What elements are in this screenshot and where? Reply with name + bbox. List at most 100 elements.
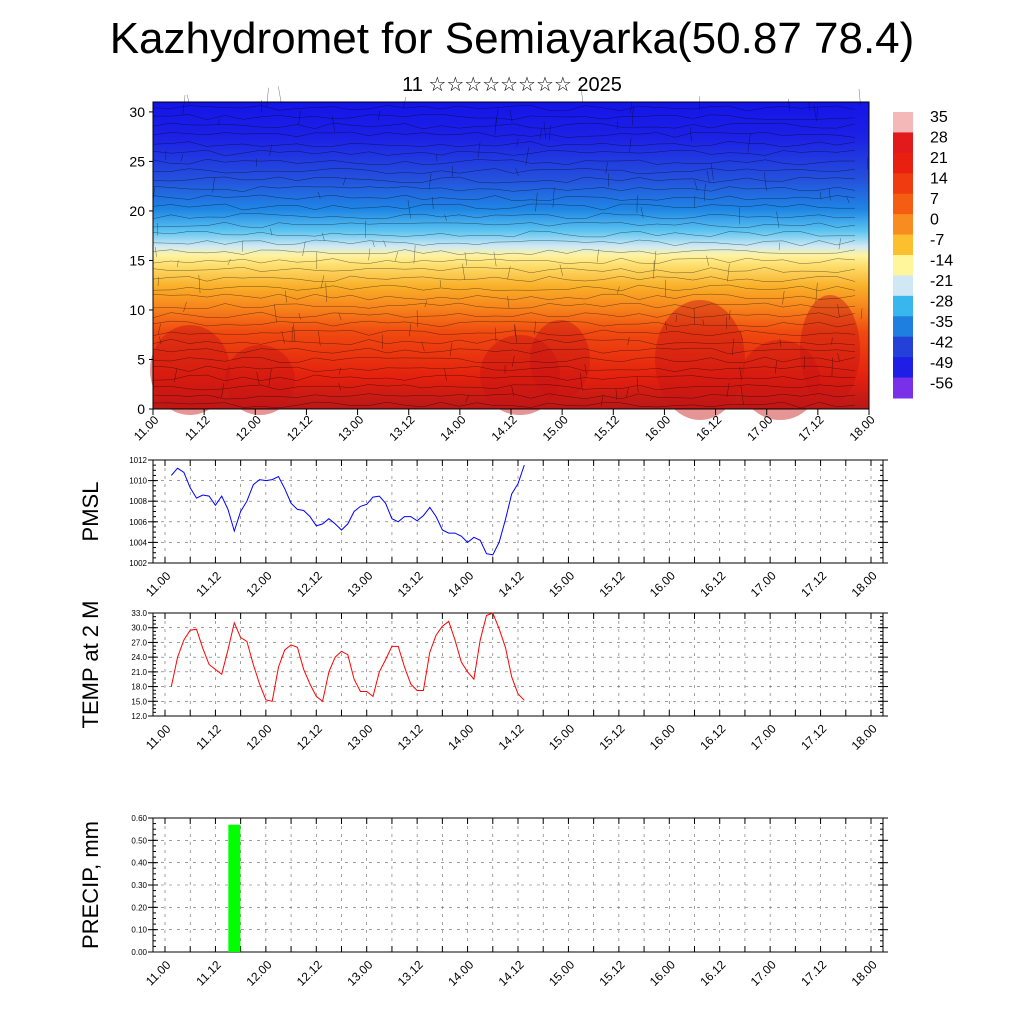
x-tick-label: 11.00 [143, 958, 174, 989]
colorbar-label: -14 [930, 253, 953, 270]
x-tick-label: 11.12 [193, 958, 224, 989]
x-tick-label: 13.00 [335, 412, 366, 443]
colorbar-label: -28 [930, 294, 953, 311]
x-tick-label: 14.00 [445, 957, 476, 988]
panel-frame [152, 612, 884, 717]
series-line [170, 612, 525, 703]
y-tick-label: 0.60 [131, 814, 147, 823]
x-tick-label: 18.00 [849, 568, 880, 599]
x-tick-label: 11.12 [193, 722, 224, 753]
x-tick-label: 15.12 [591, 412, 622, 443]
x-tick-label: 12.00 [243, 721, 274, 752]
x-tick-label: 17.12 [795, 412, 826, 443]
x-tick-label: 15.12 [596, 568, 627, 599]
x-tick-label: 14.00 [445, 568, 476, 599]
x-tick-label: 13.12 [386, 412, 417, 443]
series-line [170, 464, 525, 556]
y-tick-label: 30 [129, 104, 145, 120]
warm-core [480, 335, 560, 415]
y-tick-label: 12.0 [131, 712, 147, 721]
grid [153, 817, 883, 953]
x-tick-label: 12.00 [233, 412, 264, 443]
y-tick-label: 15.0 [131, 697, 147, 706]
panel-frame [152, 459, 884, 564]
y-tick-label: 27.0 [131, 638, 147, 647]
y-axis-label: PMSL [78, 482, 103, 542]
colorbar-swatch [893, 193, 913, 215]
x-tick-label: 17.12 [798, 721, 829, 752]
x-tick-label: 13.12 [395, 957, 426, 988]
x-tick-label: 14.00 [437, 412, 468, 443]
x-tick-label: 16.00 [647, 568, 678, 599]
x-tick-label: 12.00 [243, 957, 274, 988]
colorbar-swatch [893, 234, 913, 256]
colorbar-swatch [893, 173, 913, 195]
colorbar-swatch [893, 275, 913, 297]
x-tick-label: 14.00 [445, 721, 476, 752]
x-tick-label: 15.00 [546, 568, 577, 599]
cross-section-field [153, 102, 869, 409]
x-tick-label: 16.12 [697, 721, 728, 752]
x-tick-label: 12.12 [294, 957, 325, 988]
colorbar-label: 21 [930, 150, 948, 167]
warm-core [225, 345, 295, 415]
x-tick-label: 14.12 [496, 568, 527, 599]
y-tick-label: 0.10 [131, 926, 147, 935]
y-tick-label: 1008 [129, 497, 147, 506]
y-tick-label: 0.30 [131, 881, 147, 890]
colorbar-swatch [893, 112, 913, 133]
colorbar-label: -49 [930, 355, 953, 372]
x-tick-label: 14.12 [489, 412, 520, 443]
x-tick-label: 12.12 [294, 721, 325, 752]
x-tick-label: 13.12 [395, 721, 426, 752]
y-tick-label: 20 [129, 203, 145, 219]
x-tick-label: 13.00 [344, 721, 375, 752]
y-axis-label: PRECIP, mm [78, 821, 103, 949]
y-tick-label: 33.0 [131, 609, 147, 618]
x-tick-label: 17.12 [798, 568, 829, 599]
warm-core [655, 300, 745, 420]
y-tick-label: 0.50 [131, 836, 147, 845]
colorbar-label: 7 [930, 191, 939, 208]
x-tick-label: 18.00 [847, 412, 878, 443]
x-tick-label: 17.00 [748, 721, 779, 752]
x-tick-label: 15.00 [546, 721, 577, 752]
colorbar-label: 14 [930, 171, 948, 188]
x-tick-label: 18.00 [849, 721, 880, 752]
x-tick-label: 13.00 [344, 957, 375, 988]
colorbar-swatch [893, 295, 913, 317]
x-tick-label: 17.00 [748, 568, 779, 599]
x-tick-label: 12.12 [294, 568, 325, 599]
x-tick-label: 13.00 [344, 568, 375, 599]
y-tick-label: 25 [129, 153, 145, 169]
x-tick-label: 18.00 [849, 957, 880, 988]
x-tick-label: 11.00 [131, 413, 162, 444]
colorbar-swatch [893, 214, 913, 236]
colorbar-swatch [893, 316, 913, 338]
y-tick-label: 1010 [129, 477, 147, 486]
colorbar-label: -56 [930, 376, 953, 393]
colorbar-label: 35 [930, 109, 948, 126]
colorbar-swatch [893, 132, 913, 154]
x-tick-label: 11.00 [143, 569, 174, 600]
x-tick-label: 16.12 [697, 957, 728, 988]
colorbar-swatch [893, 152, 913, 174]
pmsl-panel: 1002 1004 1006 1008 1010 1012 11.00 11.12 12.00 1… [78, 456, 888, 600]
y-tick-label: 1012 [129, 456, 147, 465]
x-tick-label: 16.00 [647, 721, 678, 752]
y-tick-label: 24.0 [131, 653, 147, 662]
wind-streamlines [152, 85, 869, 409]
colorbar-label: -21 [930, 273, 953, 290]
x-tick-label: 11.00 [143, 722, 174, 753]
x-tick-label: 12.12 [284, 412, 315, 443]
colorbar-swatch [893, 357, 913, 379]
y-tick-label: 18.0 [131, 683, 147, 692]
chart-title: Kazhydromet for Semiayarka(50.87 78.4) [109, 14, 915, 63]
x-tick-label: 17.00 [748, 957, 779, 988]
y-tick-label: 30.0 [131, 624, 147, 633]
chart-subtitle: 11 ☆☆☆☆☆☆☆☆ 2025 [402, 74, 622, 96]
warm-core [530, 320, 590, 400]
temp-panel: 12.0 15.0 18.0 21.0 24.0 27.0 30.0 33.0 11.00 11.… [78, 601, 888, 753]
y-tick-label: 0.40 [131, 859, 147, 868]
colorbar-label: -42 [930, 335, 953, 352]
